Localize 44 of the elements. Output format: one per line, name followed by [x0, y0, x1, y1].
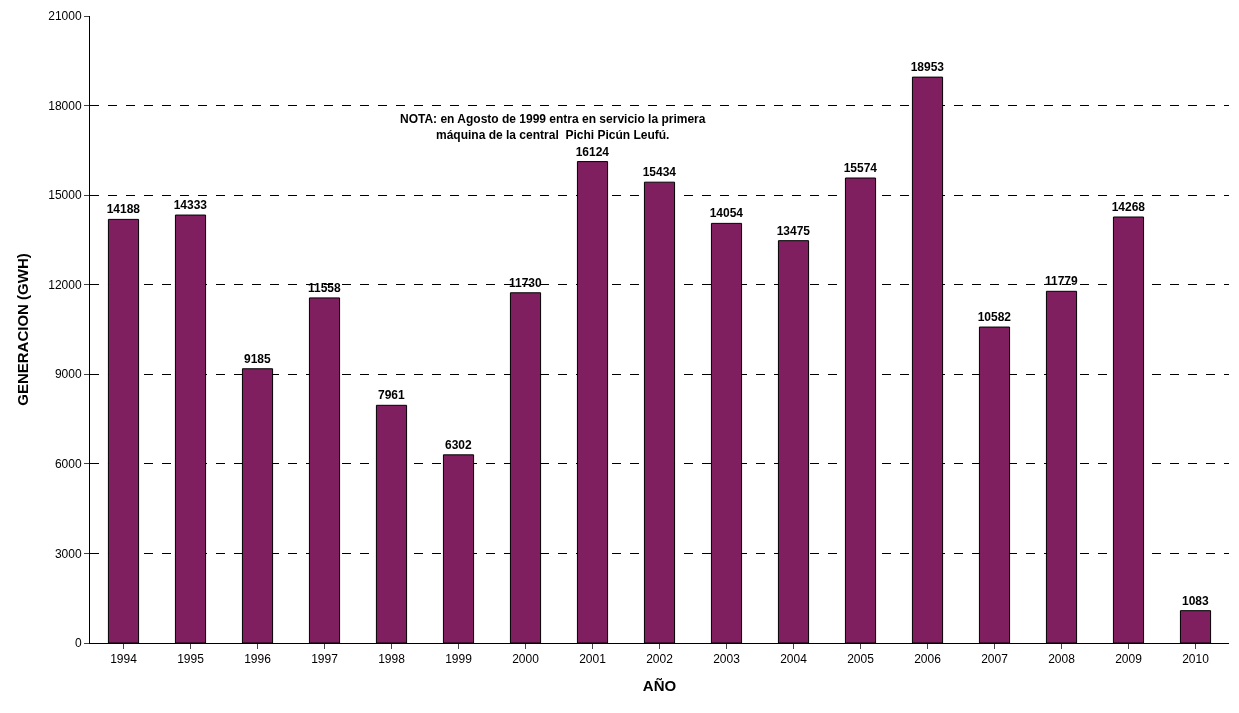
y-tick-label: 6000 — [54, 457, 82, 472]
y-tick-label: 3000 — [54, 546, 82, 561]
x-tick-label: 2010 — [1182, 652, 1210, 667]
data-label: 15434 — [642, 165, 677, 180]
data-label: 15574 — [843, 161, 878, 175]
x-tick-label: 2003 — [713, 652, 741, 667]
data-label: 14054 — [709, 206, 744, 221]
x-tick-label: 2001 — [579, 652, 607, 667]
data-label: 10582 — [977, 310, 1012, 325]
x-axis-title: AÑO — [642, 677, 677, 695]
data-label: 14188 — [106, 202, 141, 217]
x-tick-label: 1995 — [177, 652, 205, 667]
x-tick-label: 2004 — [780, 652, 808, 667]
y-tick-label: 15000 — [48, 188, 82, 203]
x-tick-label: 2000 — [512, 652, 540, 667]
x-tick-label: 2002 — [646, 652, 674, 667]
data-label: 14333 — [173, 198, 208, 213]
x-tick-label: 1994 — [110, 652, 138, 667]
y-tick-label: 12000 — [48, 277, 82, 292]
x-tick-label: 2005 — [847, 652, 875, 667]
data-label: 11730 — [508, 275, 543, 290]
data-label: 16124 — [575, 144, 610, 159]
data-label: 11558 — [307, 280, 342, 295]
x-tick-label: 1996 — [244, 652, 272, 667]
x-tick-label: 1998 — [378, 652, 406, 667]
x-tick-label: 1997 — [311, 652, 339, 667]
x-tick-label: 2008 — [1048, 652, 1076, 667]
data-label: 7961 — [377, 388, 406, 403]
data-label: 13475 — [776, 223, 811, 238]
x-tick-label: 1999 — [445, 652, 473, 667]
y-tick-label: 0 — [74, 636, 82, 651]
x-tick-label: 2006 — [914, 652, 942, 667]
x-tick-label: 2007 — [981, 652, 1009, 667]
y-axis-title: GENERACION (GWH) — [14, 253, 32, 406]
y-tick-label: 21000 — [48, 9, 82, 24]
y-tick-label: 9000 — [54, 367, 82, 382]
annotation: NOTA: en Agosto de 1999 entra en servicio la primera máquina de la central Pichi Picún Leufú. — [400, 112, 706, 142]
y-tick-label: 18000 — [48, 98, 82, 113]
data-label: 14268 — [1111, 200, 1146, 214]
data-label: 6302 — [444, 437, 473, 452]
data-label: 18953 — [910, 60, 945, 75]
x-tick-label: 2009 — [1115, 652, 1143, 667]
data-label: 9185 — [243, 351, 272, 366]
data-label: 1083 — [1181, 593, 1210, 608]
